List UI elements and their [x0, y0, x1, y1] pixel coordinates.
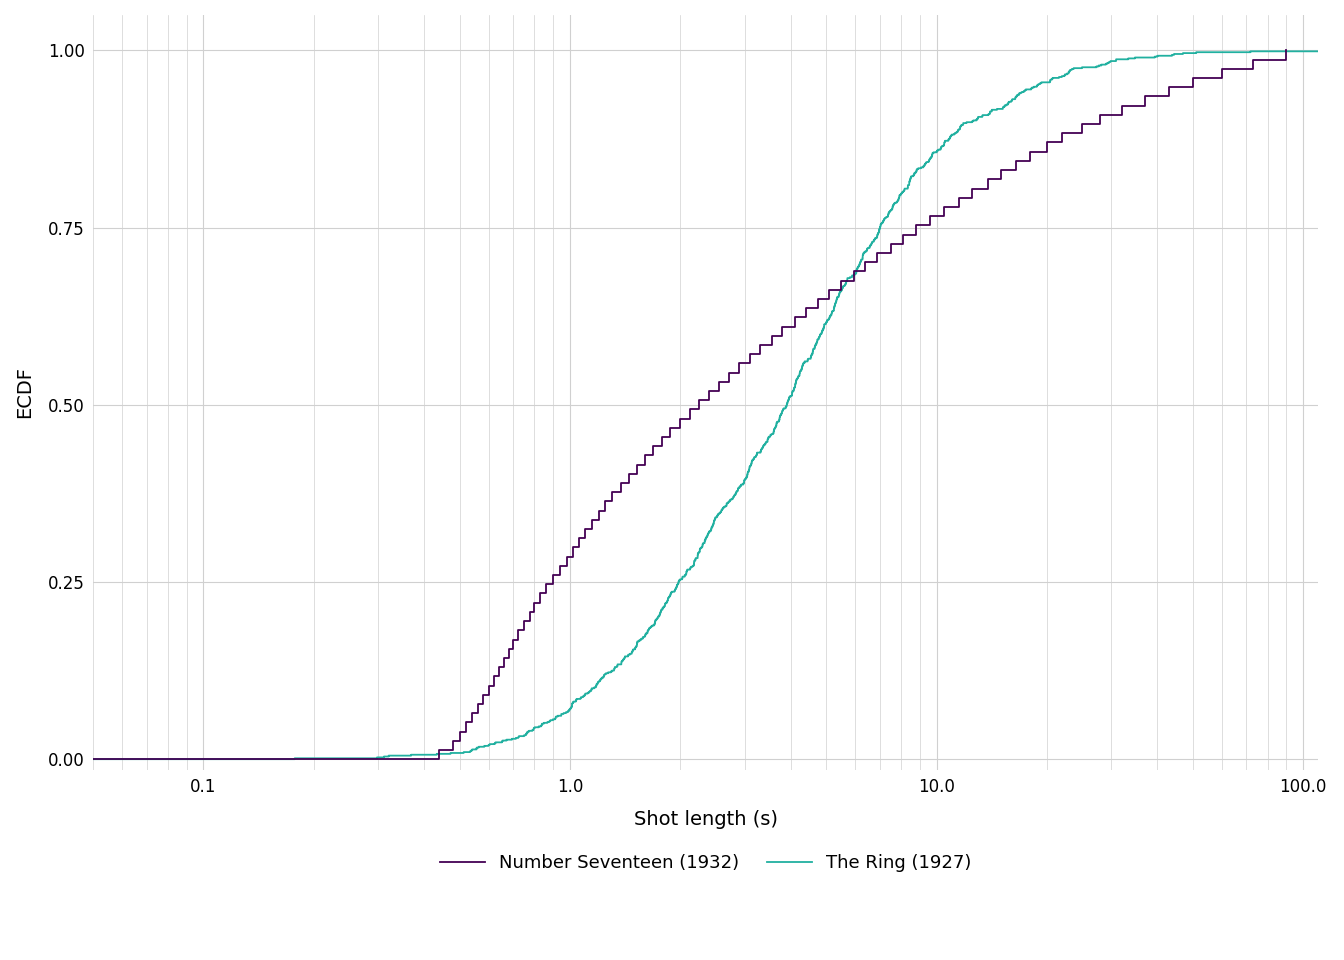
Number Seventeen (1932)	[505, 634, 521, 645]
Y-axis label: ECDF: ECDF	[15, 367, 34, 419]
Number Seventeen (1932)	[637, 449, 653, 461]
Number Seventeen (1932)	[691, 395, 707, 406]
The Ring (1927)	[620, 650, 636, 661]
The Ring (1927)	[85, 754, 101, 765]
The Ring (1927)	[761, 431, 777, 443]
Line: The Ring (1927): The Ring (1927)	[93, 51, 1344, 759]
The Ring (1927)	[1126, 52, 1142, 63]
Line: Number Seventeen (1932): Number Seventeen (1932)	[93, 51, 1286, 759]
Number Seventeen (1932)	[870, 247, 886, 258]
The Ring (1927)	[613, 658, 629, 669]
X-axis label: Shot length (s): Shot length (s)	[633, 810, 778, 829]
The Ring (1927)	[679, 566, 695, 578]
Number Seventeen (1932)	[85, 754, 101, 765]
Number Seventeen (1932)	[1278, 45, 1294, 57]
Number Seventeen (1932)	[464, 708, 480, 719]
The Ring (1927)	[824, 305, 840, 317]
Number Seventeen (1932)	[577, 523, 593, 535]
Legend: Number Seventeen (1932), The Ring (1927): Number Seventeen (1932), The Ring (1927)	[433, 847, 978, 879]
